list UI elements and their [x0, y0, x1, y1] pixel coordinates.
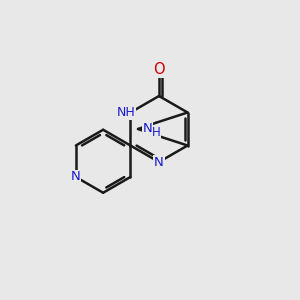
Text: N: N [71, 170, 81, 184]
Text: N: N [142, 122, 152, 136]
Text: H: H [152, 126, 161, 139]
Text: NH: NH [116, 106, 135, 119]
Text: N: N [154, 155, 164, 169]
Text: O: O [153, 62, 165, 77]
